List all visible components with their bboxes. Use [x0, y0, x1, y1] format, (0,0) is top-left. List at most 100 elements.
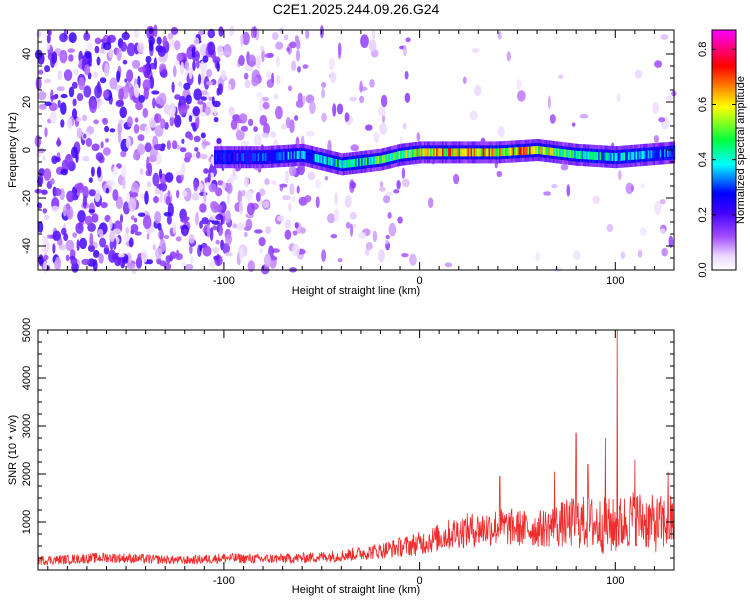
noise-blob — [309, 100, 316, 115]
noise-blob — [498, 31, 502, 40]
noise-blob — [135, 256, 143, 269]
ridge-core — [521, 146, 524, 155]
ridge-core — [475, 148, 478, 157]
noise-blob — [155, 247, 162, 260]
noise-blob — [178, 104, 188, 116]
noise-blob — [119, 214, 124, 223]
noise-blob — [65, 239, 75, 252]
noise-blob — [241, 31, 250, 46]
ridge-core — [632, 151, 635, 160]
noise-blob — [59, 32, 68, 43]
noise-blob — [152, 172, 160, 187]
ridge-core — [245, 153, 248, 162]
noise-blob — [202, 55, 209, 63]
ridge-core — [532, 146, 535, 155]
noise-blob — [213, 255, 220, 261]
ridge-core — [280, 152, 283, 161]
ridge-core — [614, 153, 617, 162]
noise-blob — [225, 234, 232, 246]
noise-blob — [618, 170, 622, 181]
noise-blob — [350, 144, 360, 152]
ridge-core — [392, 152, 395, 161]
noise-blob — [51, 51, 58, 64]
noise-blob — [215, 239, 220, 245]
ridge-core — [293, 151, 296, 160]
noise-blob — [349, 223, 354, 237]
noise-blob — [444, 262, 453, 268]
noise-blob — [271, 180, 277, 185]
ridge-core — [236, 153, 239, 162]
noise-blob — [428, 197, 434, 209]
ridge-core — [215, 153, 218, 162]
ridge-core — [242, 153, 245, 162]
ridge-core — [266, 153, 269, 161]
ridge-core — [416, 148, 419, 157]
ridge-core — [401, 150, 404, 159]
ridge-core — [545, 147, 548, 156]
noise-blob — [639, 227, 647, 236]
noise-blob — [44, 65, 51, 73]
noise-blob — [72, 98, 77, 107]
ridge-core — [629, 152, 632, 160]
noise-blob — [58, 244, 67, 251]
ridge-core — [421, 148, 424, 157]
noise-blob — [38, 69, 44, 75]
noise-blob — [291, 243, 300, 256]
noise-blob — [190, 256, 194, 265]
noise-blob — [97, 228, 104, 237]
ridge-core — [574, 150, 577, 159]
noise-blob — [76, 93, 84, 102]
noise-blob — [137, 212, 146, 217]
noise-blob — [203, 190, 207, 204]
noise-blob — [474, 84, 482, 96]
ridge-core — [571, 150, 574, 159]
ridge-core — [553, 148, 556, 156]
noise-blob — [41, 189, 48, 195]
noise-blob — [135, 101, 143, 111]
ridge-core — [259, 153, 262, 162]
noise-blob — [191, 152, 197, 161]
noise-blob — [107, 34, 116, 43]
noise-blob — [87, 42, 93, 50]
noise-blob — [253, 126, 258, 132]
noise-blob — [118, 88, 124, 101]
noise-blob — [126, 42, 136, 57]
ridge-core — [466, 148, 469, 157]
ridge-core — [235, 153, 238, 162]
noise-blob — [329, 71, 337, 84]
noise-blob — [255, 55, 262, 69]
noise-blob — [183, 82, 191, 90]
noise-blob — [52, 230, 61, 241]
y-tick-label: -20 — [21, 190, 33, 206]
noise-blob — [50, 178, 55, 185]
noise-blob — [630, 184, 634, 192]
colorbar-tick-label: 0.6 — [697, 97, 709, 112]
ridge-core — [503, 148, 506, 156]
ridge-core — [350, 159, 353, 168]
ridge-core — [656, 149, 659, 158]
noise-blob — [200, 132, 206, 139]
ridge-core — [517, 147, 520, 156]
noise-blob — [560, 163, 569, 171]
y-tick-label: 4000 — [21, 366, 33, 390]
ridge-core — [488, 148, 491, 157]
spectrogram-x-axis-label: Height of straight line (km) — [292, 285, 420, 297]
ridge-core — [233, 153, 236, 162]
noise-blob — [152, 97, 156, 109]
noise-blob — [385, 191, 394, 197]
noise-blob — [224, 252, 233, 257]
noise-blob — [88, 202, 95, 216]
noise-blob — [263, 122, 270, 136]
ridge-core — [502, 148, 505, 157]
y-tick-label: 3000 — [21, 414, 33, 438]
noise-blob — [337, 258, 343, 263]
ridge-core — [415, 148, 418, 157]
noise-blob — [180, 147, 187, 153]
noise-blob — [241, 189, 246, 197]
colorbar-gradient — [712, 30, 736, 270]
noise-blob — [369, 39, 377, 52]
noise-blob — [102, 117, 108, 125]
noise-blob — [104, 62, 110, 77]
noise-blob — [209, 227, 214, 242]
noise-blob — [229, 25, 235, 37]
